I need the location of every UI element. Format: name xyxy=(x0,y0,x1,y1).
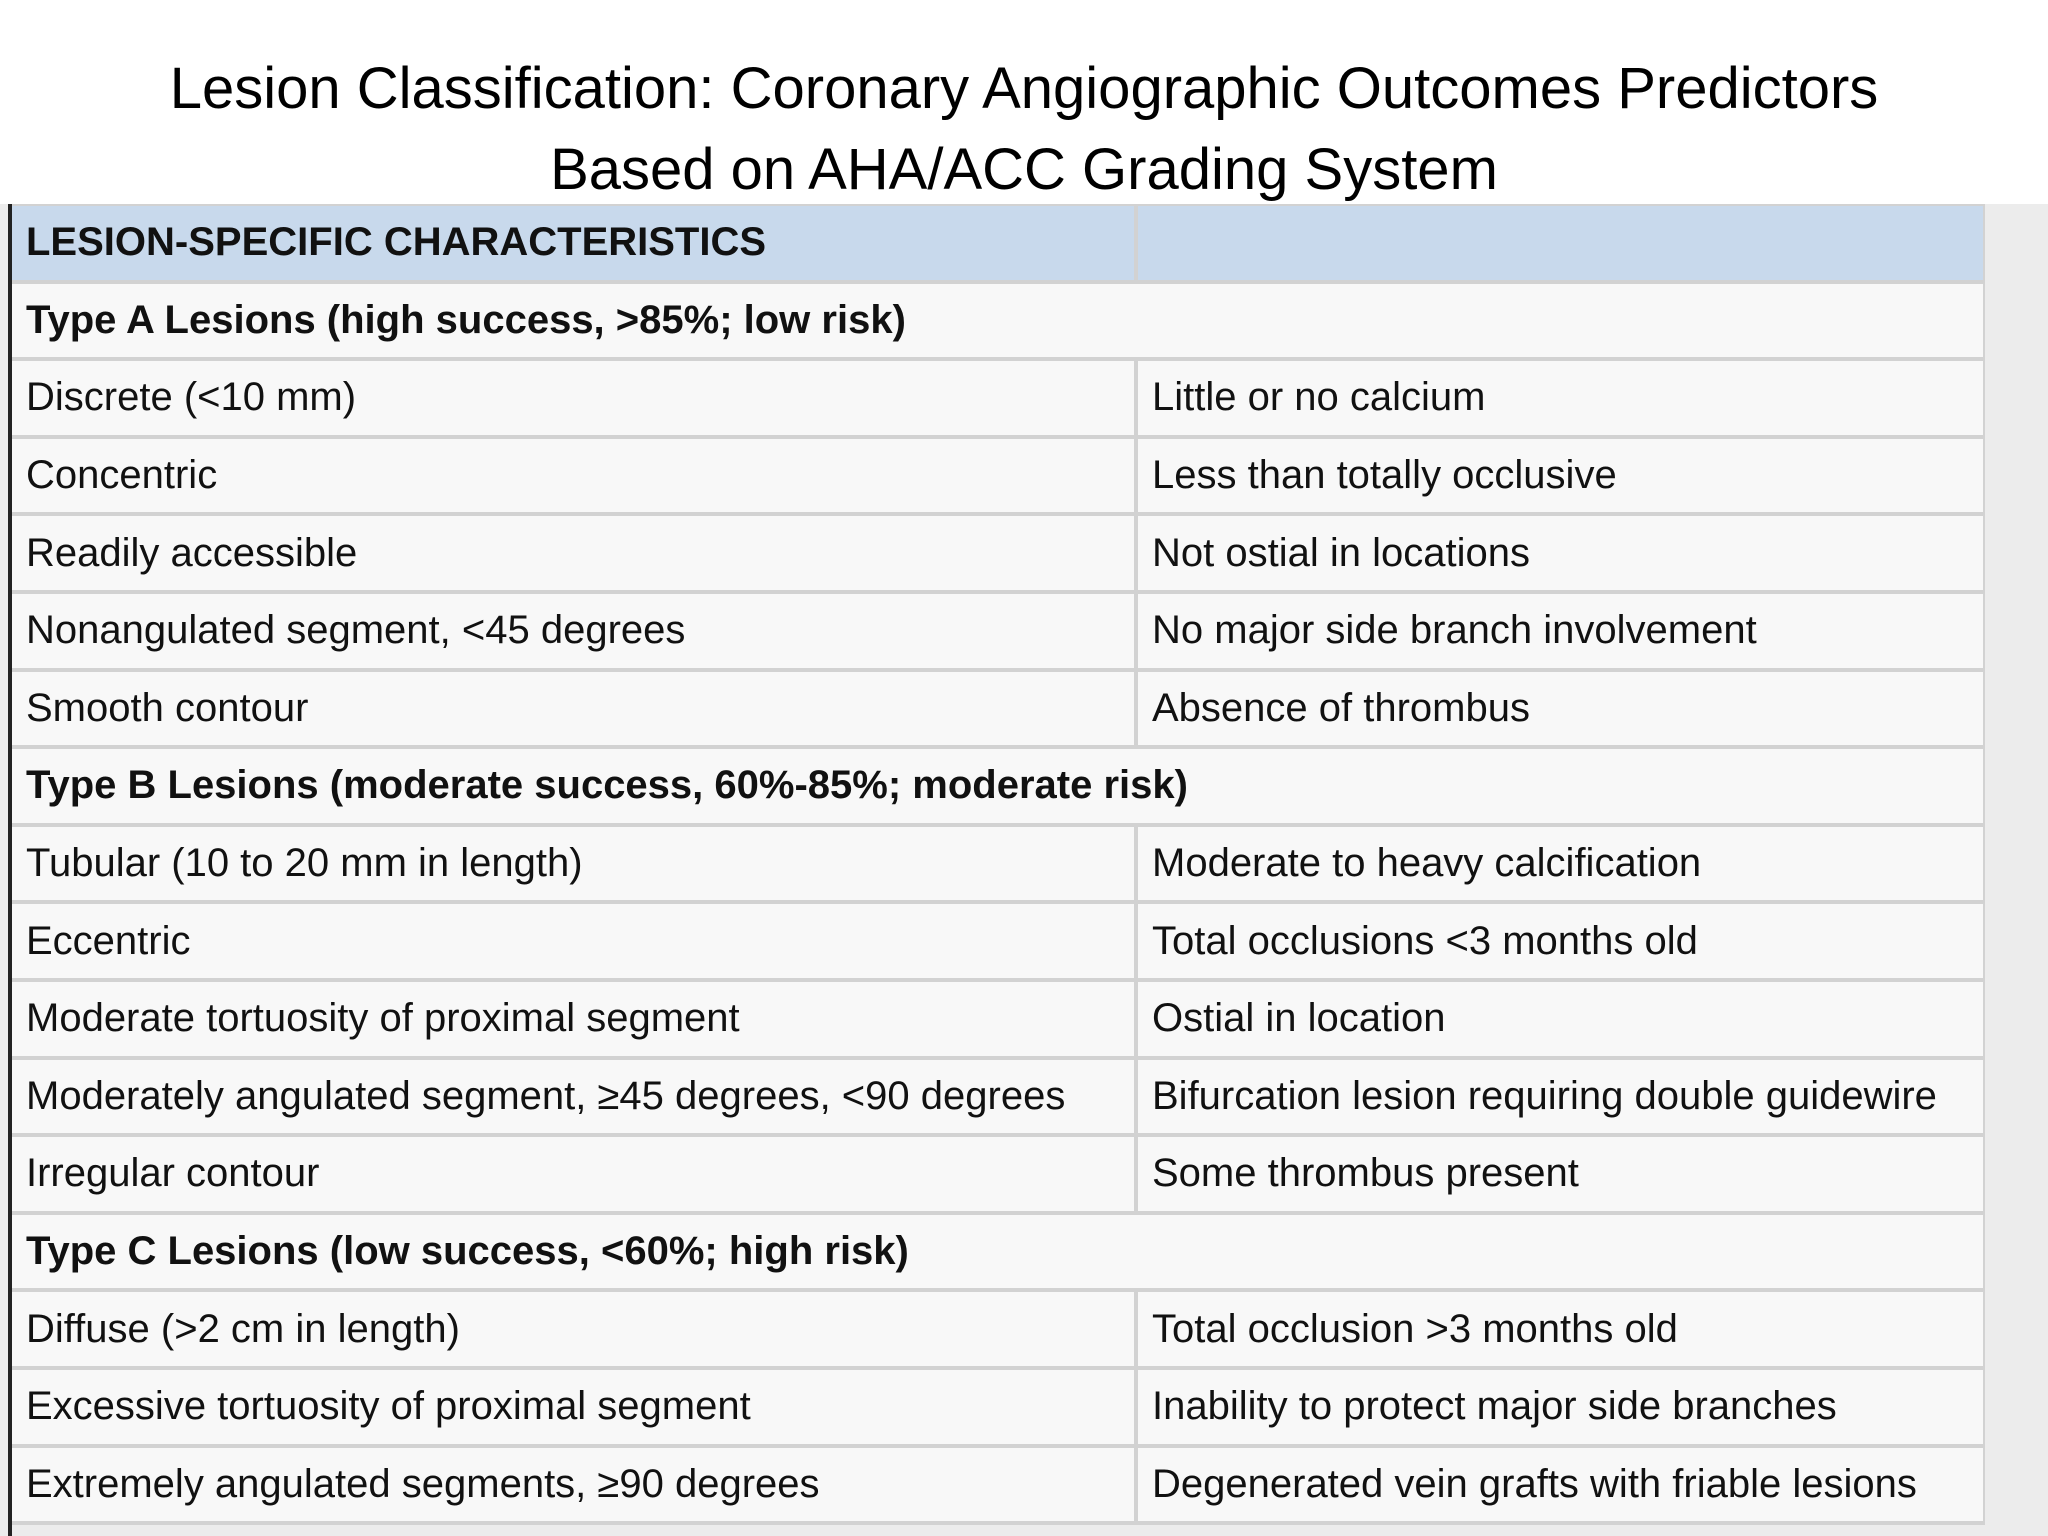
header-cell xyxy=(1138,206,1983,280)
table-cell: Irregular contour xyxy=(12,1137,1134,1211)
table-cell: Moderate tortuosity of proximal segment xyxy=(12,982,1134,1056)
table-cell: Less than totally occlusive xyxy=(1138,438,1983,513)
table-cell: Extremely angulated segments, ≥90 degree… xyxy=(12,1447,1134,1522)
table-cell: Diffuse (>2 cm in length) xyxy=(12,1292,1134,1366)
table-cell: Some thrombus present xyxy=(1138,1137,1983,1211)
table-cell: Excessive tortuosity of proximal segment xyxy=(12,1370,1134,1444)
title-line: Based on AHA/ACC Grading System xyxy=(550,137,1498,202)
section-heading: Type A Lesions (high success, >85%; low … xyxy=(12,283,1983,358)
table-cell: Discrete (<10 mm) xyxy=(12,361,1134,435)
table-cell: Degenerated vein grafts with friable les… xyxy=(1138,1447,1983,1522)
table-cell: Little or no calcium xyxy=(1138,361,1983,435)
table-cell: Total occlusions <3 months old xyxy=(1138,904,1983,978)
table-cell: Eccentric xyxy=(12,904,1134,978)
section-heading: Type B Lesions (moderate success, 60%-85… xyxy=(12,749,1983,823)
table-cell: Tubular (10 to 20 mm in length) xyxy=(12,826,1134,901)
table-cell: Ostial in location xyxy=(1138,982,1983,1056)
table-cell: Bifurcation lesion requiring double guid… xyxy=(1138,1059,1983,1134)
table-cell: Concentric xyxy=(12,438,1134,513)
table-panel: LESION-SPECIFIC CHARACTERISTICS Type A Le… xyxy=(0,204,2048,1536)
table: LESION-SPECIFIC CHARACTERISTICS Type A Le… xyxy=(12,204,1985,1526)
title-line: Lesion Classification: Coronary Angiogra… xyxy=(169,56,1879,121)
table-cell: Nonangulated segment, <45 degrees xyxy=(12,594,1134,668)
table-cell: Moderately angulated segment, ≥45 degree… xyxy=(12,1059,1134,1134)
header-cell: LESION-SPECIFIC CHARACTERISTICS xyxy=(12,206,1134,280)
table-cell: Absence of thrombus xyxy=(1138,671,1983,746)
table-cell: Not ostial in locations xyxy=(1138,516,1983,590)
section-heading: Type C Lesions (low success, <60%; high … xyxy=(12,1214,1983,1289)
table-border xyxy=(8,204,12,1536)
table-cell: Moderate to heavy calcification xyxy=(1138,826,1983,901)
table-cell: Readily accessible xyxy=(12,516,1134,590)
table-cell: Smooth contour xyxy=(12,671,1134,746)
table-cell: No major side branch involvement xyxy=(1138,594,1983,668)
table-cell: Inability to protect major side branches xyxy=(1138,1370,1983,1444)
table-cell: Total occlusion >3 months old xyxy=(1138,1292,1983,1366)
